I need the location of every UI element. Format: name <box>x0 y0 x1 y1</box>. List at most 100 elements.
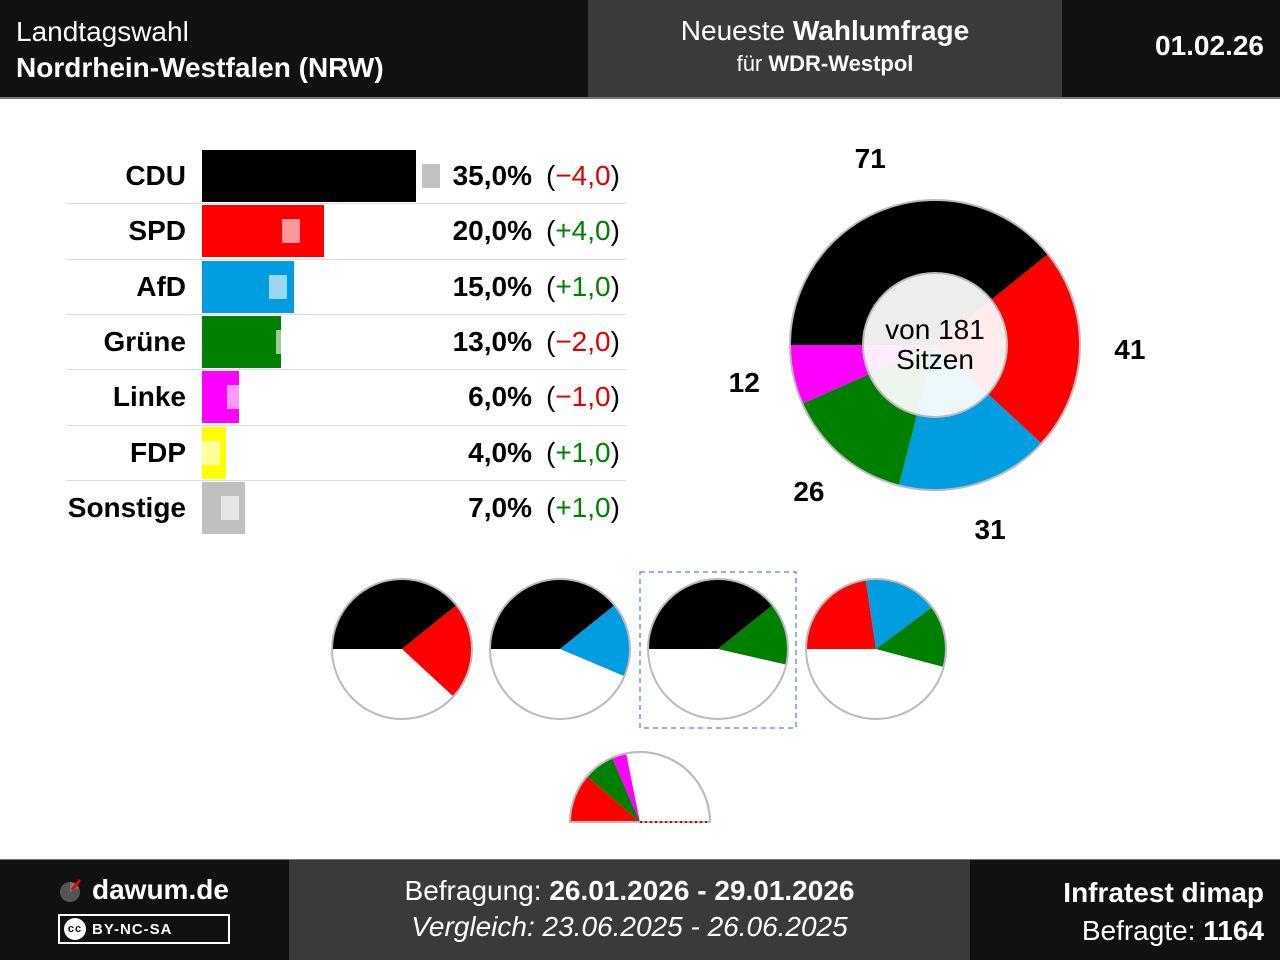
previous-value-marker <box>421 164 440 188</box>
brand-link[interactable]: dawum.de <box>58 874 238 906</box>
vote-share-value: 35,0% <box>452 160 532 191</box>
half-pie-slice <box>586 757 640 822</box>
previous-value-marker <box>275 329 294 354</box>
previous-value-marker <box>226 385 245 410</box>
coalition-option[interactable] <box>489 578 631 720</box>
election-title: Landtagswahl Nordrhein-Westfalen (NRW) <box>16 14 384 86</box>
brand-name: dawum.de <box>92 874 229 905</box>
vote-share-value: 20,0% <box>452 215 532 247</box>
half-pie-slice <box>570 776 640 822</box>
license-text: BY-NC-SA <box>92 920 173 938</box>
row-separator <box>66 369 626 371</box>
survey-dates: Befragung: 26.01.2026 - 29.01.2026 Vergl… <box>289 860 970 960</box>
coalition-half-pie[interactable] <box>568 751 712 823</box>
party-label: CDU <box>125 160 186 191</box>
vote-share-bar <box>202 315 282 368</box>
institute-name: Infratest dimap <box>1063 877 1264 908</box>
header: Landtagswahl Nordrhein-Westfalen (NRW) N… <box>0 0 1280 98</box>
creative-commons-icon: cc <box>64 918 86 940</box>
seat-slice <box>790 200 1049 345</box>
party-label: Sonstige <box>67 491 186 523</box>
seat-count-label: 71 <box>854 143 886 175</box>
coalition-slice <box>876 607 946 668</box>
vote-share-bar <box>202 205 324 258</box>
seat-count-label: 12 <box>728 367 760 399</box>
election-type: Landtagswahl <box>16 16 189 47</box>
poll-prefix: Neueste <box>680 15 786 46</box>
row-separator <box>66 258 626 260</box>
party-label: Grüne <box>103 325 186 357</box>
coalition-option[interactable] <box>639 571 797 729</box>
comparison-period: 23.06.2025 - 26.06.2025 <box>542 911 848 942</box>
coalition-slice <box>332 579 457 649</box>
coalition-slice <box>648 579 773 649</box>
donut-outline <box>789 199 1081 491</box>
vote-share-change: (−1,0) <box>546 381 620 413</box>
seat-total-label: von 181 <box>885 314 985 345</box>
coalition-slice <box>865 579 933 649</box>
party-label: FDP <box>130 436 186 468</box>
vote-share-change: (+1,0) <box>546 436 620 468</box>
row-separator <box>66 203 626 205</box>
vote-share-bar-chart: CDU 35,0% (−4,0) SPD 20,0% (+4,0) AfD 15,0% (+1,… <box>0 0 640 560</box>
vote-share-change: (+1,0) <box>546 270 620 302</box>
vote-share-change: (+4,0) <box>546 215 620 247</box>
respondents-label: Befragte: <box>1081 915 1196 946</box>
poll-info: Neueste Wahlumfrage für WDR-Westpol <box>588 0 1062 98</box>
coalition-pie-outline <box>647 578 789 720</box>
vote-share-change: (−4,0) <box>546 160 620 191</box>
row-separator <box>66 313 626 315</box>
vote-share-value: 13,0% <box>452 325 532 357</box>
coalition-pie-outline <box>805 578 947 720</box>
party-label: AfD <box>136 270 186 302</box>
row-separator <box>66 424 626 426</box>
seat-count-label: 41 <box>1114 333 1146 365</box>
comparison-label: Vergleich: <box>411 911 535 942</box>
coalition-pies <box>331 571 947 823</box>
coalition-highlight <box>639 571 797 729</box>
half-pie-arc <box>569 751 711 823</box>
coalition-slice <box>490 579 615 649</box>
coalition-slice <box>806 579 876 649</box>
survey-label: Befragung: <box>404 875 542 906</box>
brand-block: dawum.de cc BY-NC-SA <box>58 874 238 944</box>
seat-count-label: 31 <box>974 514 1006 546</box>
coalition-option[interactable] <box>805 578 947 720</box>
vote-share-change: (+1,0) <box>546 491 620 523</box>
previous-value-marker <box>220 495 239 520</box>
previous-value-marker <box>202 440 221 465</box>
vote-share-bar <box>202 150 416 202</box>
client-name: WDR-Westpol <box>768 51 914 76</box>
coalition-pie-outline <box>489 578 631 720</box>
license-badge[interactable]: cc BY-NC-SA <box>58 914 230 944</box>
row-separator <box>66 479 626 481</box>
client-prefix: für <box>736 51 763 76</box>
institute-block: Infratest dimap Befragte: 1164 <box>1063 874 1264 950</box>
vote-share-value: 15,0% <box>452 270 532 302</box>
previous-value-marker <box>281 219 300 244</box>
coalition-option[interactable] <box>331 578 473 720</box>
vote-share-change: (−2,0) <box>546 325 620 357</box>
coalition-slice <box>560 605 630 677</box>
vote-share-value: 7,0% <box>468 491 532 523</box>
coalition-pie-outline <box>331 578 473 720</box>
party-label: Linke <box>112 381 186 413</box>
dawum-logo-icon <box>60 879 82 902</box>
election-region: Nordrhein-Westfalen (NRW) <box>16 52 384 83</box>
seat-unit-label: Sitzen <box>896 344 974 375</box>
publish-date: 01.02.26 <box>1155 30 1264 61</box>
half-pie-slice <box>612 753 640 822</box>
survey-period: 26.01.2026 - 29.01.2026 <box>549 875 855 906</box>
vote-share-value: 6,0% <box>468 381 532 413</box>
donut-center <box>862 272 1008 418</box>
party-label: SPD <box>128 215 186 247</box>
header-divider <box>0 97 1280 99</box>
coalition-slice <box>402 605 472 697</box>
footer: dawum.de cc BY-NC-SA Befragung: 26.01.20… <box>0 860 1280 960</box>
seat-count-label: 26 <box>793 475 825 507</box>
respondents-value: 1164 <box>1203 915 1264 946</box>
vote-share-value: 4,0% <box>468 436 532 468</box>
poll-title: Wahlumfrage <box>792 15 970 46</box>
previous-value-marker <box>269 274 288 299</box>
